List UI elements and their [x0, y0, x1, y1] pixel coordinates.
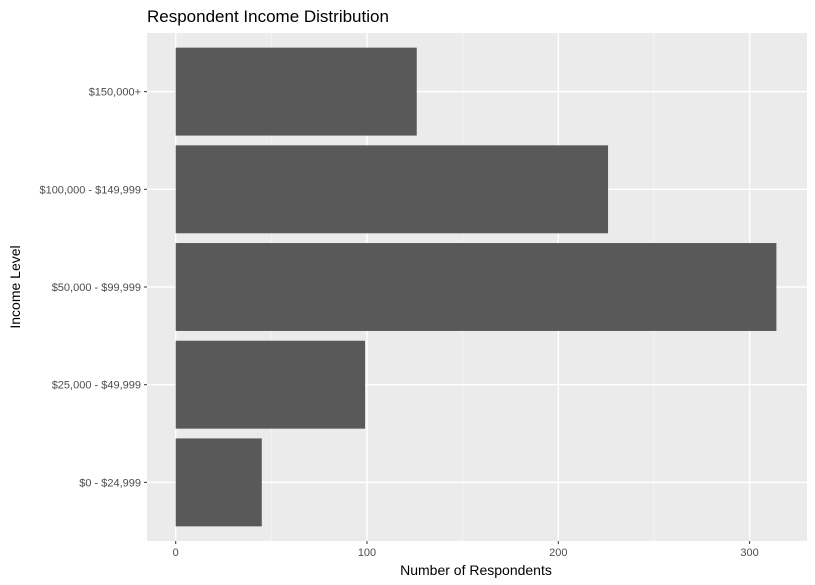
- x-tick-label: 300: [740, 547, 758, 559]
- y-axis-title: Income Level: [7, 245, 23, 328]
- y-tick-label: $150,000+: [89, 87, 141, 99]
- bar-3: [175, 145, 609, 234]
- y-tick-label: $25,000 - $49,999: [52, 380, 141, 392]
- x-tick-label: 200: [549, 547, 567, 559]
- x-axis: 0 100 200 300: [173, 541, 759, 559]
- chart-title: Respondent Income Distribution: [147, 7, 389, 26]
- y-tick-label: $50,000 - $99,999: [52, 282, 141, 294]
- y-tick-label: $0 - $24,999: [79, 477, 141, 489]
- bar-2: [175, 243, 777, 331]
- bar-1: [175, 340, 366, 429]
- y-axis: $0 - $24,999 $25,000 - $49,999 $50,000 - $…: [39, 87, 147, 489]
- bar-0: [175, 438, 262, 527]
- bar-4: [175, 47, 417, 136]
- y-tick-label: $100,000 - $149,999: [39, 184, 141, 196]
- x-tick-label: 0: [173, 547, 179, 559]
- x-tick-label: 100: [358, 547, 376, 559]
- bars-layer: [175, 47, 777, 527]
- x-axis-title: Number of Respondents: [400, 562, 552, 578]
